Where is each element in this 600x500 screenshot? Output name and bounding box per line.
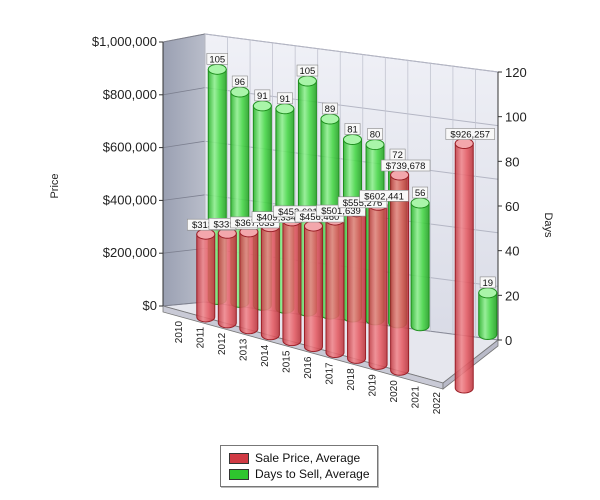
svg-text:81: 81: [347, 124, 358, 135]
price-bar-2022: [454, 138, 474, 394]
days-label-2019: 56: [412, 186, 429, 199]
gridline-h: [204, 87, 499, 127]
x-tick-label: 2012: [217, 332, 228, 355]
x-tick-label: 2019: [368, 374, 379, 397]
legend-label-sale-price: Sale Price, Average: [255, 451, 361, 465]
y2-tick-label: 60: [505, 199, 519, 214]
price-label-2018: $602,441: [359, 190, 409, 202]
x-tick-label: 2011: [195, 326, 206, 348]
price-bar-2018: [368, 199, 388, 370]
x-tick-label: 2017: [325, 362, 336, 385]
days-label-2018: 72: [389, 148, 406, 161]
svg-text:$739,678: $739,678: [386, 161, 426, 172]
svg-text:91: 91: [280, 94, 291, 105]
days-label-2015: 89: [322, 102, 338, 115]
price-bar-2019: [390, 169, 410, 376]
svg-text:$409,334: $409,334: [257, 213, 297, 224]
y-tick-label: $800,000: [103, 87, 157, 102]
svg-text:91: 91: [257, 91, 268, 102]
svg-text:$555,276: $555,276: [343, 198, 383, 209]
price-bar-2010: [196, 228, 216, 323]
y2-tick-label: 80: [505, 154, 519, 169]
gridline-wall: [162, 194, 206, 201]
x-tick-label: 2015: [281, 350, 292, 373]
legend: Sale Price, Average Days to Sell, Averag…: [220, 445, 378, 487]
price-bar-2011: [217, 227, 237, 329]
y-tick-label: $600,000: [103, 140, 157, 155]
y-tick-label: $0: [143, 298, 157, 313]
x-tick-label: 2014: [260, 344, 271, 367]
days-label-2013: 91: [276, 92, 293, 105]
y-axis-title: Price: [49, 173, 61, 198]
price-label-2022: $926,257: [445, 128, 495, 141]
days-label-2017: 80: [367, 128, 383, 141]
days-bar-2019: [410, 197, 430, 332]
legend-item-sale-price: Sale Price, Average: [229, 450, 360, 466]
legend-swatch-green: [229, 468, 249, 480]
svg-text:80: 80: [370, 130, 381, 141]
y2-tick-label: 20: [505, 288, 519, 303]
legend-label-days-to-sell: Days to Sell, Average: [255, 467, 370, 481]
svg-text:72: 72: [392, 150, 403, 161]
svg-text:$501,639: $501,639: [321, 206, 361, 217]
y-tick-label: $400,000: [103, 192, 157, 207]
price-bar-2012: [239, 226, 259, 335]
price-bar-2015: [303, 220, 323, 353]
svg-text:105: 105: [209, 54, 225, 65]
gridline-wall: [162, 33, 206, 43]
gridline-wall: [162, 140, 206, 148]
price-bar-2017: [347, 206, 367, 364]
x-tick-label: 2022: [432, 392, 443, 415]
y2-tick-label: 120: [505, 65, 527, 80]
days-label-2012: 91: [254, 89, 271, 102]
y2-axis-title: Days: [542, 212, 554, 238]
y2-tick-label: 40: [505, 244, 519, 259]
y2-tick-label: 0: [505, 333, 512, 348]
y2-tick-label: 100: [505, 110, 527, 125]
days-label-2014: 105: [296, 64, 319, 77]
price-bar-2014: [282, 215, 302, 347]
svg-text:96: 96: [235, 77, 246, 88]
x-tick-label: 2016: [303, 356, 314, 379]
svg-text:19: 19: [482, 278, 493, 289]
x-tick-label: 2013: [238, 338, 249, 361]
svg-text:$367,033: $367,033: [235, 218, 275, 229]
svg-text:56: 56: [415, 188, 426, 199]
data-labels: 105969191105898180725619$313,505$339,320…: [187, 53, 496, 289]
gridline-wall: [162, 87, 206, 96]
days-label-2016: 81: [344, 123, 361, 135]
price-bar-2016: [325, 214, 345, 358]
axes: $0 $200,000 $400,000 $600,000 $800,000 $1,000…: [49, 34, 554, 414]
svg-text:$602,441: $602,441: [364, 191, 404, 202]
days-bar-2022: [478, 287, 498, 341]
gridline-h: [204, 33, 499, 73]
svg-text:$456,460: $456,460: [300, 212, 340, 223]
days-label-2010: 105: [206, 53, 228, 65]
x-tick-label: 2010: [174, 321, 185, 344]
price-bar-2013: [260, 221, 280, 341]
y-tick-label: $1,000,000: [92, 34, 157, 49]
legend-swatch-red: [229, 452, 249, 464]
x-tick-label: 2020: [389, 380, 400, 403]
x-tick-label: 2021: [411, 386, 422, 409]
x-tick-label: 2018: [346, 368, 357, 391]
price-label-2019: $739,678: [380, 159, 431, 172]
y-tick-label: $200,000: [103, 245, 157, 260]
days-label-2022: 19: [479, 276, 496, 289]
legend-item-days-to-sell: Days to Sell, Average: [229, 466, 370, 482]
days-label-2011: 96: [231, 75, 248, 88]
svg-text:105: 105: [299, 66, 315, 77]
svg-text:$926,257: $926,257: [450, 130, 490, 141]
svg-text:89: 89: [325, 104, 336, 115]
